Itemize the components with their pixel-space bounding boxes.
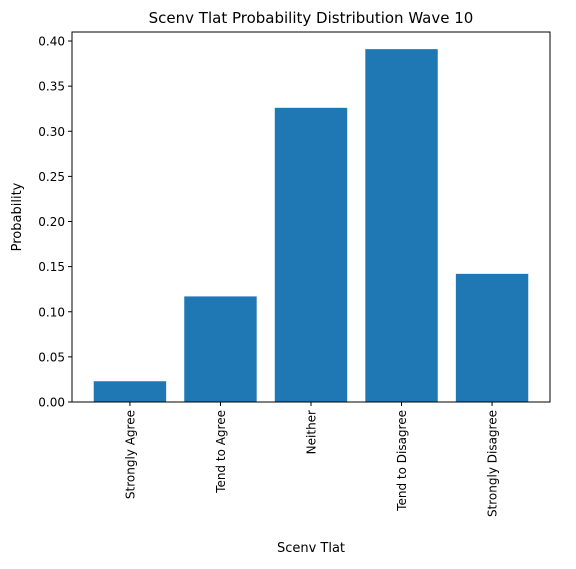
y-tick-label: 0.05: [38, 350, 65, 364]
y-tick-label: 0.10: [38, 305, 65, 319]
x-axis-label: Scenv Tlat: [277, 541, 345, 556]
y-tick-label: 0.35: [38, 80, 65, 94]
bar-neither: [274, 107, 348, 403]
y-tick-label: 0.15: [38, 260, 65, 274]
y-tick-label: 0.00: [38, 396, 65, 410]
y-axis: 0.00 0.05 0.10 0.15 0.20 0.25 0.30 0.35 0.40: [38, 35, 72, 410]
bar-tend-to-agree: [184, 296, 257, 402]
bar-strongly-disagree: [455, 273, 529, 402]
chart-title: Scenv Tlat Probability Distribution Wave…: [149, 9, 474, 27]
x-tick-label: Tend to Disagree: [395, 410, 409, 512]
y-tick-label: 0.25: [38, 170, 65, 184]
bar-strongly-agree: [93, 381, 167, 402]
x-tick-label: Strongly Disagree: [486, 410, 500, 517]
y-tick-label: 0.40: [38, 35, 65, 49]
plot-frame: [71, 31, 551, 403]
x-tick-label: Neither: [305, 410, 319, 454]
x-axis: Strongly Agree Tend to Agree Neither Tend t…: [123, 402, 500, 517]
bars-layer: [93, 49, 529, 403]
y-tick-label: 0.30: [38, 125, 65, 139]
bar-tend-to-disagree: [365, 49, 438, 403]
y-axis-label: Probability: [10, 182, 25, 251]
y-tick-label: 0.20: [38, 215, 65, 229]
x-tick-label: Tend to Agree: [214, 410, 228, 494]
x-tick-label: Strongly Agree: [123, 410, 137, 499]
